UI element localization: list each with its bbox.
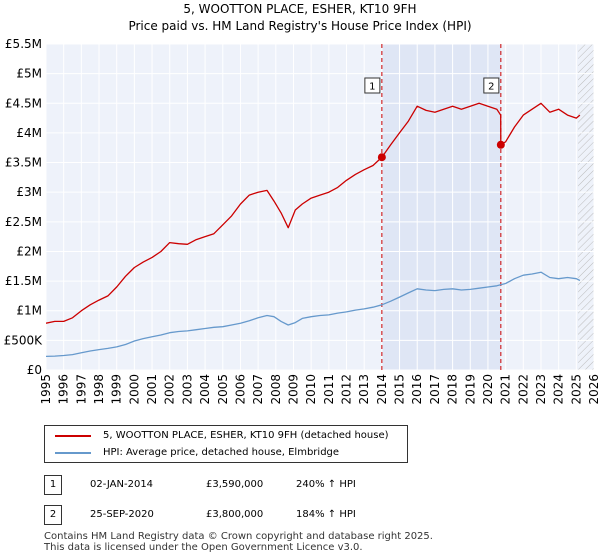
x-tick-label: 2021 [499, 374, 513, 405]
chart-title: 5, WOOTTON PLACE, ESHER, KT10 9FH [183, 2, 417, 16]
chart-subtitle: Price paid vs. HM Land Registry's House … [128, 19, 472, 33]
y-tick-label: £1.5M [5, 274, 42, 288]
sale-hpi-change: 184% ↑ HPI [296, 509, 356, 520]
plot-background [46, 44, 594, 370]
y-tick-label: £3M [16, 185, 42, 199]
x-tick-label: 1998 [92, 374, 106, 405]
legend-label-property: 5, WOOTTON PLACE, ESHER, KT10 9FH (detac… [103, 430, 389, 441]
sale-hpi-change: 240% ↑ HPI [296, 479, 356, 490]
x-tick-label: 2018 [446, 374, 460, 405]
legend-swatch-property [55, 435, 91, 437]
x-tick-label: 1999 [110, 374, 124, 405]
y-tick-label: £2M [16, 244, 42, 258]
sale-date: 25-SEP-2020 [90, 509, 154, 520]
x-tick-label: 1997 [74, 374, 88, 405]
x-tick-label: 2010 [304, 374, 318, 405]
y-tick-label: £500K [4, 333, 44, 347]
y-tick-label: £5.5M [5, 37, 42, 51]
x-tick-label: 2016 [410, 374, 424, 405]
sale-price: £3,590,000 [206, 479, 264, 490]
x-tick-label: 1996 [57, 374, 71, 405]
x-tick-label: 2004 [198, 374, 212, 405]
sale-price: £3,800,000 [206, 509, 264, 520]
x-tick-label: 2014 [375, 374, 389, 405]
y-tick-label: £3.5M [5, 156, 42, 170]
sale-2-point [496, 140, 505, 149]
footer-licence: This data is licensed under the Open Gov… [44, 542, 363, 553]
sale-2-label-box [483, 77, 500, 94]
y-tick-label: £0 [27, 363, 42, 377]
legend: 5, WOOTTON PLACE, ESHER, KT10 9FH (detac… [44, 425, 408, 463]
legend-swatch-hpi [55, 452, 91, 454]
sale-2-label: 2 [488, 82, 494, 93]
legend-label-hpi: HPI: Average price, detached house, Elmb… [103, 447, 340, 458]
x-tick-label: 2001 [145, 374, 159, 405]
hpi-line [46, 271, 581, 358]
x-tick-label: 2008 [269, 374, 283, 405]
x-tick-label: 2015 [393, 374, 407, 405]
x-tick-label: 2024 [552, 374, 566, 405]
x-tick-label: 2011 [322, 374, 336, 405]
sale-1-point [377, 153, 386, 162]
x-tick-label: 2026 [587, 374, 600, 405]
x-tick-label: 2007 [251, 374, 265, 405]
y-tick-label: £4M [16, 126, 42, 140]
x-tick-label: 2022 [516, 374, 530, 405]
x-tick-label: 2000 [127, 374, 141, 405]
y-tick-label: £2.5M [5, 215, 42, 229]
x-tick-label: 2019 [463, 374, 477, 405]
sale-marker-label: 1 [44, 475, 62, 495]
sale-1-label-box [364, 77, 381, 94]
x-tick-label: 2017 [428, 374, 442, 405]
x-tick-label: 2013 [357, 374, 371, 405]
sale-date: 02-JAN-2014 [90, 479, 154, 490]
y-tick-label: £4.5M [5, 96, 42, 110]
x-tick-label: 2025 [569, 374, 583, 405]
x-tick-label: 2012 [340, 374, 354, 405]
x-tick-label: 2002 [163, 374, 177, 405]
price-chart: 1 2 £0 £500K £1M £1.5M £2M £2.5M £3M £3.5M £4M £4.5… [4, 37, 600, 405]
x-tick-label: 2020 [481, 374, 495, 405]
x-tick-label: 2009 [286, 374, 300, 405]
property-price-line [46, 102, 581, 324]
forecast-hatch-region [578, 44, 594, 370]
sale-1-label: 1 [369, 82, 375, 93]
x-tick-label: 1995 [39, 374, 53, 405]
x-tick-label: 2005 [216, 374, 230, 405]
ownership-period-shade [381, 44, 501, 370]
footer-copyright: Contains HM Land Registry data © Crown c… [44, 531, 433, 542]
x-tick-label: 2006 [233, 374, 247, 405]
y-tick-label: £5M [16, 67, 42, 81]
sale-marker-label: 2 [44, 505, 62, 525]
x-tick-label: 2023 [534, 374, 548, 405]
x-tick-label: 2003 [180, 374, 194, 405]
y-tick-label: £1M [16, 304, 42, 318]
